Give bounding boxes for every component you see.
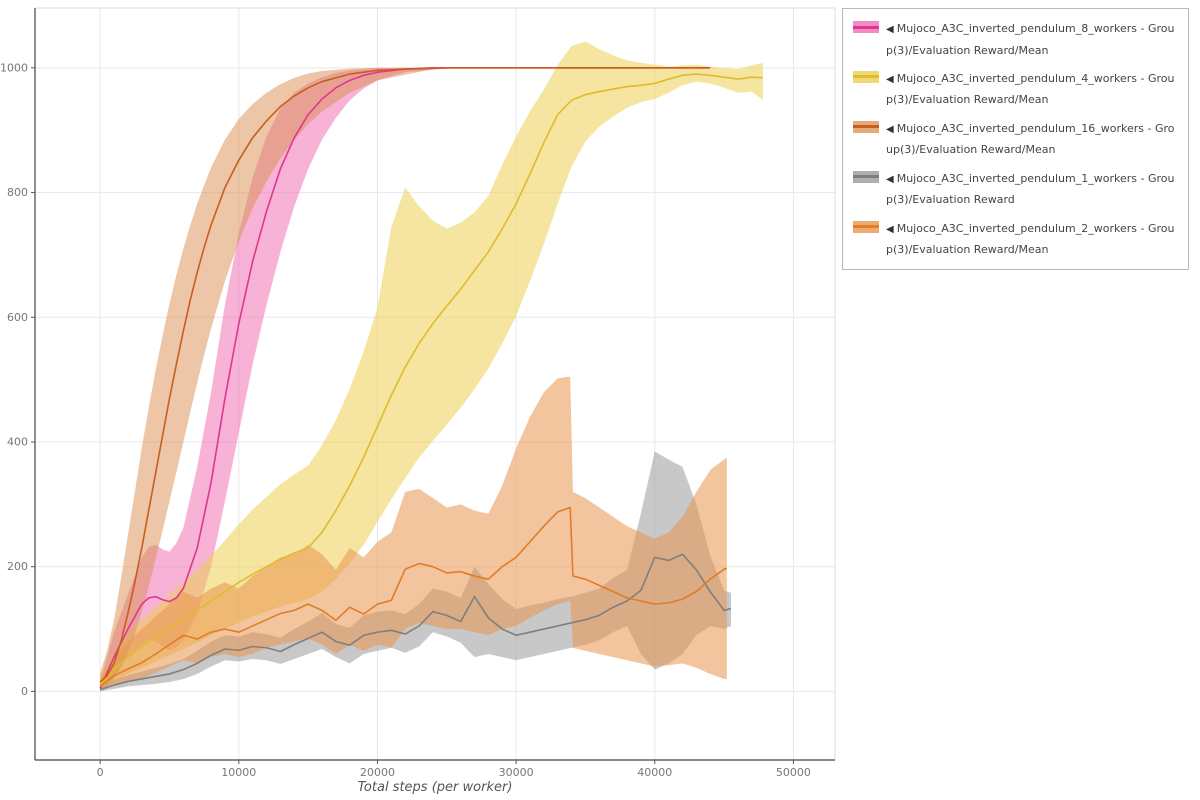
legend-swatch-1-workers [853, 170, 879, 183]
left-triangle-marker-icon: ◀ [886, 123, 894, 135]
y-tick-label: 0 [21, 685, 28, 698]
y-tick-label: 600 [7, 311, 28, 324]
legend-swatch-line [853, 25, 879, 29]
series-line-1-workers [99, 553, 732, 691]
y-tick-label: 200 [7, 560, 28, 573]
legend-label: ◀ Mujoco_A3C_inverted_pendulum_1_workers … [886, 171, 1175, 207]
legend-label: ◀ Mujoco_A3C_inverted_pendulum_8_workers … [886, 22, 1175, 57]
series-band-4-workers [100, 41, 763, 692]
series-band-2-workers [100, 376, 727, 692]
legend-item-16-workers: ◀ Mujoco_A3C_inverted_pendulum_16_workers… [853, 118, 1178, 161]
legend-swatch-line [853, 225, 879, 229]
legend-label: ◀ Mujoco_A3C_inverted_pendulum_16_workers… [886, 121, 1175, 157]
legend-swatch-line [853, 175, 879, 179]
left-triangle-marker-icon: ◀ [886, 223, 894, 235]
y-tick-label: 800 [7, 186, 28, 199]
left-triangle-marker-icon: ◀ [886, 173, 894, 185]
legend: ◀ Mujoco_A3C_inverted_pendulum_8_workers … [842, 8, 1189, 270]
legend-label: ◀ Mujoco_A3C_inverted_pendulum_2_workers … [886, 221, 1175, 257]
x-axis-label: Total steps (per worker) [357, 780, 513, 795]
legend-swatch-line [853, 75, 879, 79]
x-tick-label: 20000 [360, 766, 395, 779]
y-tick-label: 1000 [0, 61, 28, 74]
x-tick-label: 30000 [499, 766, 534, 779]
left-triangle-marker-icon: ◀ [886, 24, 894, 35]
series-line-16-workers [99, 67, 708, 683]
legend-swatch-line [853, 125, 879, 129]
x-tick-label: 10000 [221, 766, 256, 779]
legend-swatch-4-workers [853, 70, 879, 83]
legend-swatch-8-workers [853, 21, 879, 33]
legend-swatch-2-workers [853, 220, 879, 233]
x-tick-label: 40000 [637, 766, 672, 779]
y-tick-label: 400 [7, 435, 28, 448]
legend-item-1-workers: ◀ Mujoco_A3C_inverted_pendulum_1_workers … [853, 168, 1178, 211]
series-line-4-workers [99, 73, 763, 686]
legend-swatch-16-workers [853, 120, 879, 133]
series-band-8-workers [100, 67, 711, 692]
left-triangle-marker-icon: ◀ [886, 73, 894, 85]
x-tick-label: 0 [97, 766, 104, 779]
x-tick-label: 50000 [776, 766, 811, 779]
legend-item-8-workers: ◀ Mujoco_A3C_inverted_pendulum_8_workers … [853, 18, 1178, 61]
legend-item-2-workers: ◀ Mujoco_A3C_inverted_pendulum_2_workers … [853, 218, 1178, 261]
legend-label: ◀ Mujoco_A3C_inverted_pendulum_4_workers … [886, 71, 1175, 107]
legend-item-4-workers: ◀ Mujoco_A3C_inverted_pendulum_4_workers … [853, 68, 1178, 111]
series-line-2-workers [99, 506, 728, 688]
